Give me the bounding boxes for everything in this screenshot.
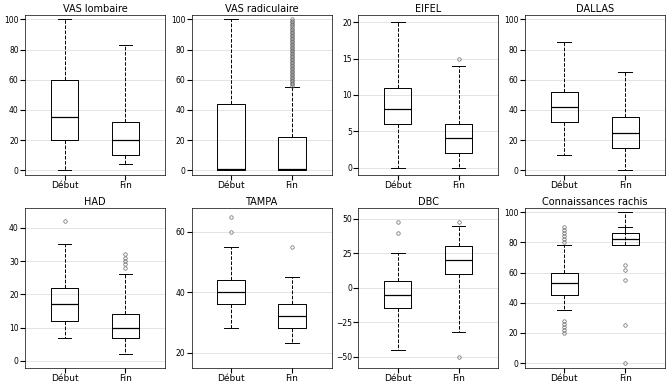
Title: Connaissances rachis: Connaissances rachis bbox=[542, 197, 648, 207]
Title: DALLAS: DALLAS bbox=[576, 4, 614, 14]
Title: DBC: DBC bbox=[417, 197, 439, 207]
Title: VAS lombaire: VAS lombaire bbox=[63, 4, 127, 14]
Title: VAS radiculaire: VAS radiculaire bbox=[225, 4, 298, 14]
Title: HAD: HAD bbox=[84, 197, 106, 207]
Title: EIFEL: EIFEL bbox=[415, 4, 442, 14]
Title: TAMPA: TAMPA bbox=[246, 197, 278, 207]
